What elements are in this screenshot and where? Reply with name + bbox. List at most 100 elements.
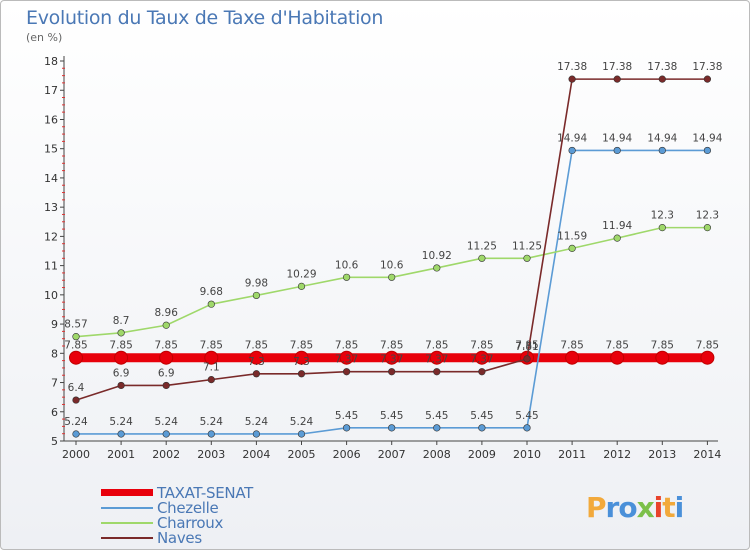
data-label-chezelle: 5.24 (64, 416, 88, 428)
x-tick-label: 2009 (468, 448, 496, 461)
data-label-chezelle: 5.45 (425, 410, 448, 422)
chart-subtitle: (en %) (26, 31, 63, 44)
data-point-chezelle (568, 146, 576, 155)
proxiti-logo: Proxiti (586, 491, 684, 524)
data-point-chezelle (207, 430, 215, 438)
data-label-taxat-senat: 7.85 (109, 340, 132, 352)
data-point-naves (613, 75, 621, 83)
data-point-chezelle (658, 146, 666, 155)
x-tick-label: 2006 (333, 448, 361, 461)
data-label-taxat-senat: 7.85 (245, 340, 268, 352)
data-point-chezelle (613, 146, 621, 155)
data-point-charroux (433, 264, 441, 272)
y-tick-label: 9 (51, 318, 58, 331)
data-point-charroux (523, 254, 531, 262)
data-label-naves: 6.9 (158, 367, 175, 379)
data-point-chezelle (523, 424, 531, 432)
data-point-naves (252, 370, 260, 378)
data-point-taxat-senat (294, 350, 309, 365)
x-tick-label: 2012 (603, 448, 631, 461)
data-point-chezelle (433, 424, 441, 432)
data-point-chezelle (388, 424, 396, 432)
legend-swatch-chezelle (101, 506, 153, 509)
data-label-taxat-senat: 7.85 (560, 340, 583, 352)
data-label-taxat-senat: 7.85 (651, 340, 674, 352)
y-tick-label: 6 (51, 406, 58, 419)
data-point-taxat-senat (69, 350, 83, 365)
data-label-chezelle: 14.94 (647, 132, 677, 144)
data-label-chezelle: 5.45 (470, 410, 493, 422)
data-label-charroux: 9.68 (200, 286, 223, 298)
data-point-taxat-senat (159, 350, 174, 365)
series-line-chezelle (76, 149, 708, 435)
data-label-naves: 7.37 (470, 354, 493, 366)
data-point-charroux (343, 273, 351, 281)
data-label-naves: 7.37 (335, 354, 358, 366)
data-label-charroux: 8.96 (155, 307, 179, 319)
data-label-charroux: 12.3 (696, 210, 719, 222)
x-tick-label: 2000 (62, 448, 90, 461)
data-point-taxat-senat (565, 350, 580, 365)
data-label-naves: 17.38 (692, 61, 722, 73)
data-point-charroux (117, 329, 125, 337)
data-label-taxat-senat: 7.85 (335, 340, 358, 352)
legend-swatch-charroux (101, 521, 153, 524)
data-point-taxat-senat (204, 350, 219, 365)
x-tick-label: 2014 (693, 448, 721, 461)
data-label-charroux: 10.6 (380, 259, 404, 271)
data-label-charroux: 11.59 (557, 230, 587, 242)
data-point-charroux (613, 234, 621, 242)
data-label-charroux: 12.3 (651, 210, 674, 222)
data-label-charroux: 8.7 (113, 315, 130, 327)
data-point-taxat-senat (114, 350, 129, 365)
y-tick-label: 18 (44, 55, 58, 68)
legend-item-naves: Naves (101, 529, 253, 547)
data-point-charroux (388, 273, 396, 281)
data-point-chezelle (72, 430, 80, 438)
data-label-chezelle: 5.24 (109, 416, 133, 428)
data-point-charroux (207, 300, 215, 308)
data-point-naves (297, 370, 306, 378)
data-point-charroux (478, 254, 486, 262)
data-point-chezelle (162, 430, 170, 438)
data-point-chezelle (297, 430, 306, 438)
x-tick-label: 2005 (288, 448, 316, 461)
data-label-naves: 17.38 (557, 61, 587, 73)
y-tick-label: 7 (51, 377, 58, 390)
data-point-charroux (703, 224, 712, 232)
data-label-chezelle: 14.94 (692, 132, 722, 144)
data-point-charroux (658, 224, 666, 232)
data-label-taxat-senat: 7.85 (200, 340, 223, 352)
data-label-taxat-senat: 7.85 (425, 340, 448, 352)
data-label-charroux: 10.6 (335, 259, 359, 271)
data-label-taxat-senat: 7.85 (155, 340, 178, 352)
data-point-taxat-senat (249, 350, 264, 365)
y-tick-label: 11 (44, 260, 58, 273)
data-label-taxat-senat: 7.85 (515, 340, 538, 352)
data-point-chezelle (343, 424, 351, 432)
data-label-charroux: 10.92 (422, 250, 452, 262)
data-label-naves: 6.4 (68, 382, 85, 394)
y-tick-label: 14 (44, 172, 58, 185)
legend-label-chezelle: Chezelle (157, 498, 219, 517)
data-label-naves: 7.3 (248, 356, 265, 368)
data-label-taxat-senat: 7.85 (290, 340, 313, 352)
x-tick-label: 2007 (378, 448, 406, 461)
data-label-taxat-senat: 7.85 (696, 340, 719, 352)
data-point-naves (433, 368, 441, 376)
y-tick-label: 16 (44, 113, 58, 126)
data-point-taxat-senat (610, 350, 625, 365)
data-point-naves (343, 368, 351, 376)
data-point-taxat-senat (429, 350, 444, 365)
data-label-chezelle: 5.45 (380, 410, 403, 422)
chart-legend: TAXAT-SENAT Chezelle Charroux Naves (101, 483, 254, 547)
legend-label-taxat-senat: TAXAT-SENAT (157, 483, 254, 502)
data-point-chezelle (117, 430, 125, 438)
data-point-naves (162, 381, 170, 390)
data-label-chezelle: 14.94 (557, 132, 587, 144)
data-point-naves (388, 368, 396, 376)
data-point-chezelle (478, 424, 486, 432)
data-label-charroux: 11.25 (512, 240, 542, 252)
